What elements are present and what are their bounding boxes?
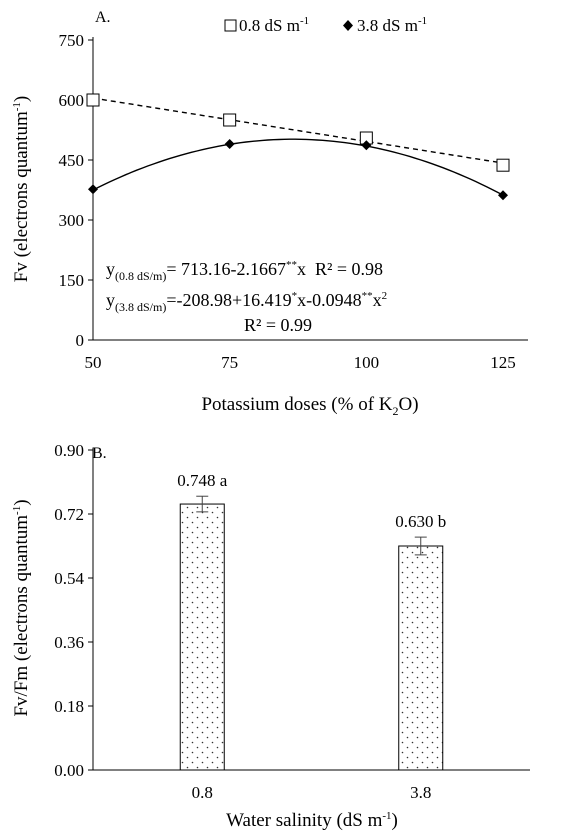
x-tick-label: 0.8 [192, 783, 213, 802]
x-tick-label: 125 [490, 353, 516, 372]
panel-a-y-axis-title: Fv (electrons quantum-1) [11, 96, 32, 282]
bar-value-label: 0.748 a [177, 471, 228, 490]
y-tick-label: 0.00 [54, 761, 84, 780]
panel-a-x-ticks: 50 75 100 125 [85, 353, 516, 372]
series-1-point [496, 158, 510, 172]
y-tick-label: 0.36 [54, 633, 84, 652]
legend-label-series-2: 3.8 dS m-1 [357, 15, 427, 35]
panel-a-x-axis-title: Potassium doses (% of K2O) [201, 394, 418, 418]
series-2-trend-line [92, 138, 504, 196]
legend-label-series-1: 0.8 dS m-1 [239, 15, 309, 35]
bar-3.8 [398, 545, 444, 771]
x-tick-label: 75 [221, 353, 238, 372]
y-tick-label: 0.72 [54, 505, 84, 524]
panel-b-bars: 0.748 a 0.8 0.630 b 3.8 [177, 471, 446, 802]
y-tick-label: 0.90 [54, 441, 84, 460]
y-tick-label: 450 [59, 151, 85, 170]
series-2-point [498, 190, 508, 201]
x-tick-label: 3.8 [410, 783, 431, 802]
panel-a-data-points [86, 93, 510, 201]
panel-a-y-ticks: 0 150 300 450 600 750 [59, 31, 93, 350]
series-1-point [86, 93, 100, 107]
equation-series-2: y(3.8 dS/m)=-208.98+16.419*x-0.0948**x2 [106, 290, 387, 314]
series-1-point [223, 113, 237, 127]
legend-marker-open-square [224, 19, 237, 32]
panel-b-x-axis-title: Water salinity (dS m-1) [226, 810, 398, 831]
panel-a-legend: 0.8 dS m-1 3.8 dS m-1 [224, 15, 427, 35]
series-2-point [224, 139, 235, 149]
equation-series-1: y(0.8 dS/m)= 713.16-2.1667**x R² = 0.98 [106, 259, 383, 283]
bar-value-label: 0.630 b [395, 512, 446, 531]
y-tick-label: 750 [59, 31, 85, 50]
y-tick-label: 0 [76, 331, 85, 350]
y-tick-label: 150 [59, 271, 85, 290]
series-2-point [361, 140, 372, 151]
panel-a-label: A. [95, 9, 111, 26]
x-tick-label: 50 [85, 353, 102, 372]
series-2-point [88, 184, 98, 195]
y-tick-label: 0.18 [54, 697, 84, 716]
bar-0.8 [179, 503, 225, 771]
panel-a-series-lines [92, 97, 504, 196]
panel-b-y-axis-title: Fv/Fm (electrons quantum-1) [11, 499, 32, 716]
legend-marker-filled-diamond [343, 20, 353, 31]
y-tick-label: 300 [59, 211, 85, 230]
panel-b-y-ticks: 0.00 0.18 0.36 0.54 0.72 0.90 [54, 441, 93, 780]
panel-a-line-chart: A. 0.8 dS m-1 3.8 dS m-1 0 150 300 450 600 75… [11, 9, 528, 418]
y-tick-label: 0.54 [54, 569, 84, 588]
y-tick-label: 600 [59, 91, 85, 110]
equation-series-2-r2: R² = 0.99 [244, 315, 312, 335]
panel-b-label: B. [92, 445, 107, 462]
x-tick-label: 100 [354, 353, 380, 372]
panel-b-bar-chart: B. 0.000.180.360.540.720.90 0.748 a0.80.… [11, 441, 530, 831]
series-1-trend-line [92, 97, 504, 164]
